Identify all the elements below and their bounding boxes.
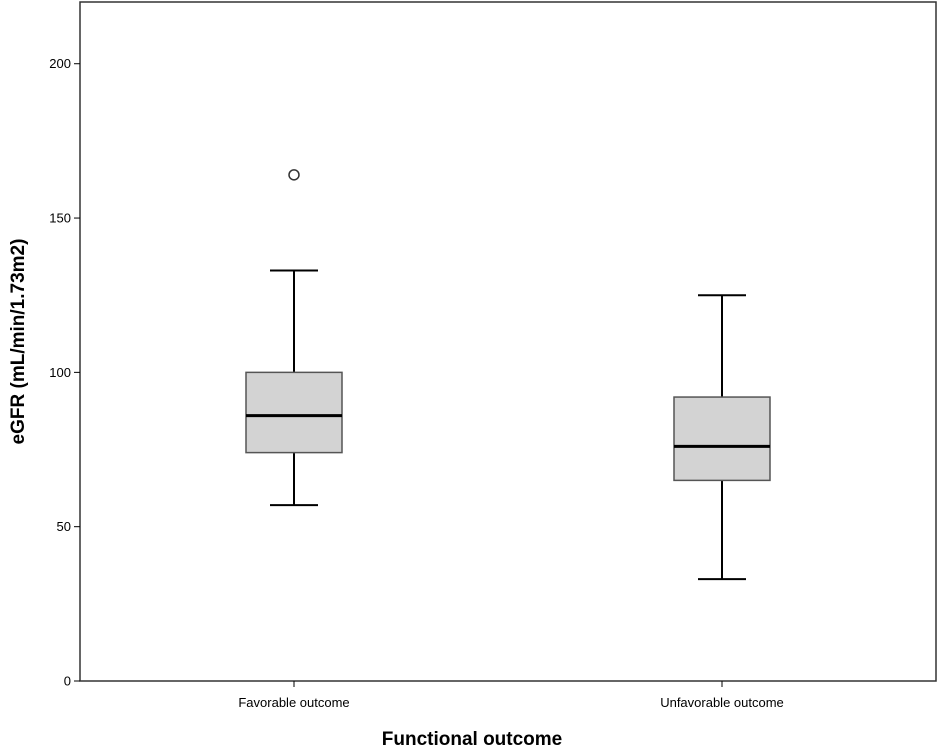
x-axis-title: Functional outcome (382, 729, 563, 749)
plot-frame (79, 1, 937, 682)
y-tick-label: 100 (49, 365, 71, 380)
y-tick-label: 200 (49, 56, 71, 71)
x-tick-label: Unfavorable outcome (660, 695, 784, 710)
y-axis: 0 50 100 150 200 (49, 56, 80, 689)
outlier-point (288, 169, 300, 181)
y-tick-label: 0 (64, 674, 71, 689)
y-axis-title: eGFR (mL/min/1.73m2) (8, 239, 29, 445)
boxes (245, 169, 771, 581)
x-axis: Favorable outcome Unfavorable outcome (238, 681, 784, 710)
box-group (673, 294, 771, 581)
iqr-box (673, 396, 771, 482)
x-tick-label: Favorable outcome (238, 695, 349, 710)
box-group (245, 169, 343, 507)
y-tick-label: 150 (49, 211, 71, 226)
y-tick-label: 50 (57, 519, 71, 534)
iqr-box (245, 371, 343, 454)
